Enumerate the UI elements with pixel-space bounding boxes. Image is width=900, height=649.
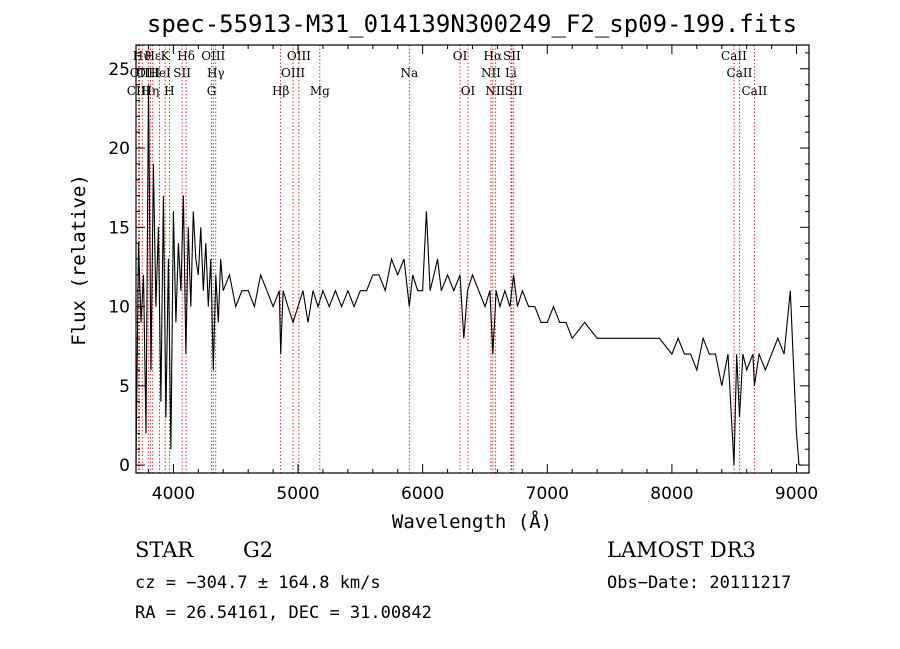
line-label: H [164, 84, 174, 98]
x-axis-label: Wavelength (Å) [392, 510, 552, 533]
spectrum-chart: spec-55913-M31_014139N300249_F2_sp09-199… [68, 10, 818, 533]
line-label: OIII [136, 66, 160, 80]
sky-coordinates: RA = 26.54161, DEC = 31.00842 [135, 603, 432, 623]
x-tick-label: 4000 [152, 484, 195, 504]
spectrum-line [135, 84, 802, 466]
line-label: Hα [484, 49, 503, 63]
spectral-line-markers [138, 45, 755, 473]
line-label: Hβ [272, 84, 289, 98]
object-type: STAR [135, 538, 194, 562]
line-label: NII [485, 84, 505, 98]
line-label: K [161, 49, 171, 63]
line-label: CaII [721, 49, 747, 63]
line-label: OIII [281, 66, 305, 80]
line-label: OI [461, 84, 476, 98]
line-label: SII [503, 49, 521, 63]
axis-ticks: 4000 5000 6000 7000 8000 9000 0 5 10 15 20 25 [108, 45, 818, 504]
line-label: HeI [148, 66, 171, 80]
survey-name: LAMOST DR3 [607, 538, 756, 562]
line-label: Na [400, 66, 418, 80]
line-label: SII [173, 66, 191, 80]
line-label: Hγ [207, 66, 225, 80]
y-tick-label: 15 [108, 218, 130, 238]
line-label: Li [505, 66, 517, 80]
line-label: OIII [201, 49, 225, 63]
x-tick-label: 7000 [526, 484, 569, 504]
object-subclass: G2 [243, 538, 274, 562]
chart-title: spec-55913-M31_014139N300249_F2_sp09-199… [147, 10, 797, 38]
observation-date: Obs−Date: 20111217 [607, 573, 792, 593]
line-label: SII [505, 84, 523, 98]
x-tick-label: 8000 [650, 484, 693, 504]
line-label: Hη [142, 84, 160, 98]
redshift-velocity: cz = −304.7 ± 164.8 km/s [135, 573, 381, 593]
line-label: CIII [127, 84, 151, 98]
line-label: OII [130, 66, 150, 80]
y-tick-label: 10 [108, 298, 130, 318]
line-label: Hδ [177, 49, 195, 63]
x-tick-label: 9000 [775, 484, 818, 504]
x-tick-label: 5000 [276, 484, 319, 504]
y-axis-label: Flux (relative) [68, 174, 90, 346]
line-label: NII [481, 66, 501, 80]
y-tick-label: 20 [108, 139, 130, 159]
line-label: CaII [741, 84, 767, 98]
line-label: OIII [287, 49, 311, 63]
x-tick-label: 6000 [401, 484, 444, 504]
line-label: Mg [310, 84, 330, 98]
y-tick-label: 0 [119, 456, 130, 476]
line-label: Hε [144, 49, 161, 63]
plot-frame [135, 44, 810, 474]
line-label: G [207, 84, 217, 98]
y-tick-label: 25 [108, 60, 130, 80]
line-label: OI [453, 49, 468, 63]
line-label: CaII [727, 66, 753, 80]
y-tick-label: 5 [119, 377, 130, 397]
